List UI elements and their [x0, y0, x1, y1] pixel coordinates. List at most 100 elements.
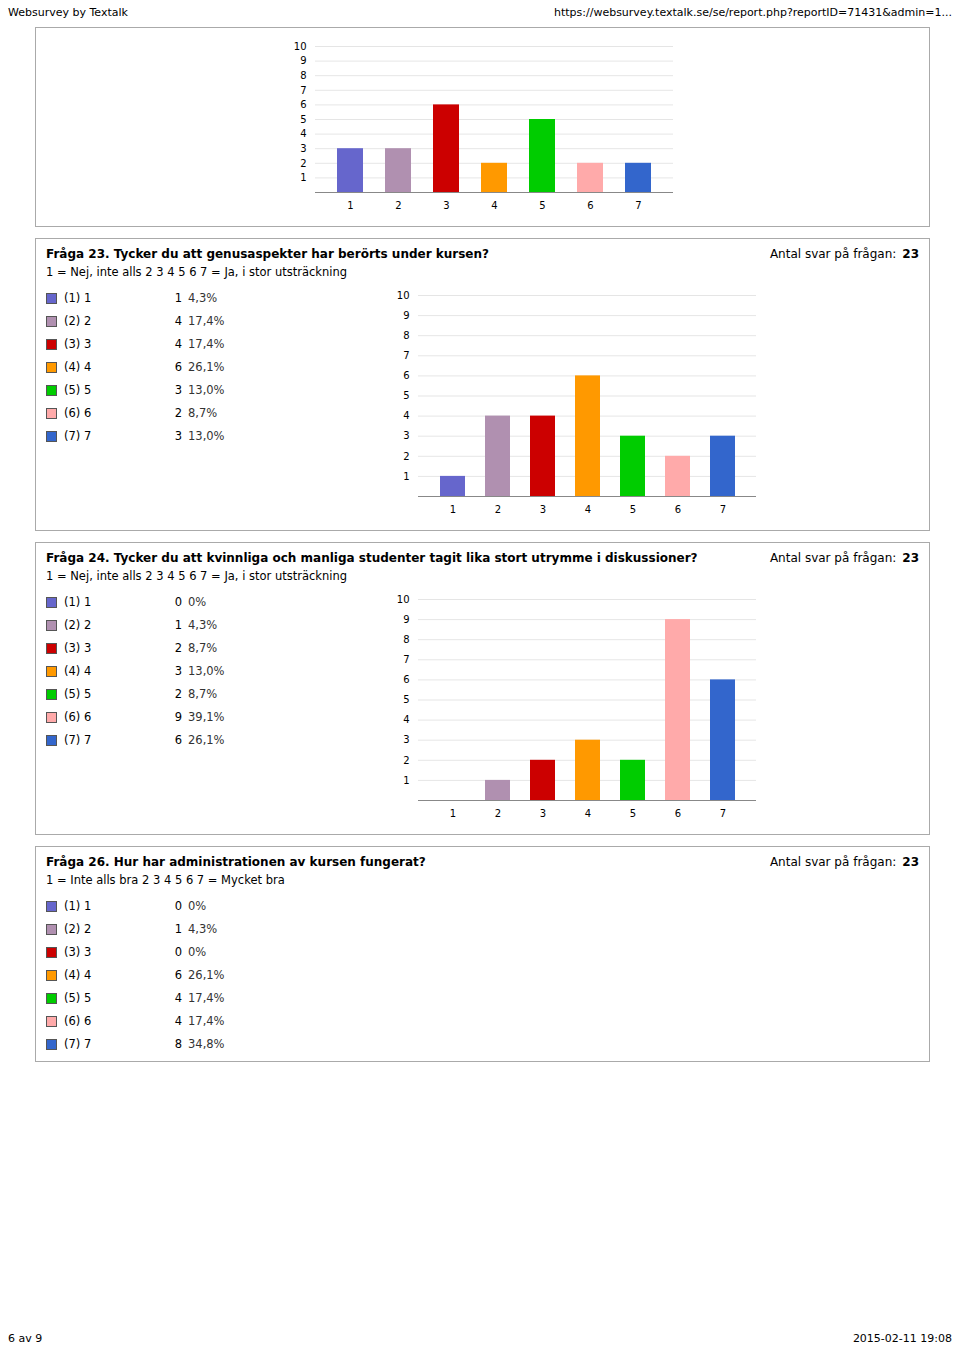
html-text:(1) 1: (1) 1 [64, 595, 92, 609]
html-text:26,1%: 26,1% [188, 968, 225, 982]
svg-text:1: 1 [300, 172, 306, 183]
html-text:(6) 6: (6) 6 [64, 406, 92, 420]
svg-text:2: 2 [403, 755, 409, 766]
html-text:(1) 1: (1) 1 [64, 899, 92, 913]
html-text:Antal svar på frågan:: Antal svar på frågan: [769, 247, 897, 261]
svg-text:1: 1 [450, 808, 456, 819]
html-text:Fråga 24. Tycker du att kvinnl: Fråga 24. Tycker du att kvinnliga och ma… [46, 551, 698, 565]
svg-text:6: 6 [403, 370, 409, 381]
svg-text:6: 6 [675, 504, 681, 515]
svg-text:10: 10 [397, 594, 410, 605]
html-text:17,4%: 17,4% [188, 314, 225, 328]
svg-text:7: 7 [635, 200, 641, 211]
svg-text:2: 2 [495, 504, 501, 515]
html-text:(1) 1: (1) 1 [64, 291, 92, 305]
html-text:(5) 5: (5) 5 [64, 991, 92, 1005]
svg-text:4: 4 [403, 410, 409, 421]
svg-text:1: 1 [450, 504, 456, 515]
html-text:(3) 3: (3) 3 [64, 641, 92, 655]
html-text:(7) 7: (7) 7 [64, 429, 92, 443]
html-text:39,1%: 39,1% [188, 710, 225, 724]
svg-text:3: 3 [443, 200, 449, 211]
html-text:23: 23 [902, 855, 919, 869]
html-text:8,7%: 8,7% [188, 406, 218, 420]
svg-text:6: 6 [675, 808, 681, 819]
html-text:0%: 0% [188, 945, 207, 959]
svg-text:7: 7 [403, 350, 409, 361]
svg-text:2: 2 [395, 200, 401, 211]
html-text:(5) 5: (5) 5 [64, 687, 92, 701]
html-text:4,3%: 4,3% [188, 922, 218, 936]
svg-text:4: 4 [585, 808, 591, 819]
html-text:(4) 4: (4) 4 [64, 360, 92, 374]
html-text:(4) 4: (4) 4 [64, 968, 92, 982]
svg-text:1: 1 [403, 471, 409, 482]
html-text:Antal svar på frågan:: Antal svar på frågan: [769, 551, 897, 565]
svg-text:4: 4 [300, 128, 306, 139]
html-text:17,4%: 17,4% [188, 337, 225, 351]
svg-text:8: 8 [300, 70, 306, 81]
svg-text:7: 7 [720, 808, 726, 819]
html-text:1 = Nej, inte alls 2 3 4 5 6 7: 1 = Nej, inte alls 2 3 4 5 6 7 = Ja, i s… [46, 265, 347, 279]
html-text:(7) 7: (7) 7 [64, 733, 92, 747]
html-text:1 = Inte alls bra 2 3 4 5 6 7: 1 = Inte alls bra 2 3 4 5 6 7 = Mycket b… [46, 873, 285, 887]
svg-text:4: 4 [403, 714, 409, 725]
html-text:1 = Nej, inte alls 2 3 4 5 6 7: 1 = Nej, inte alls 2 3 4 5 6 7 = Ja, i s… [46, 569, 347, 583]
svg-text:1: 1 [403, 775, 409, 786]
svg-text:6: 6 [403, 674, 409, 685]
html-text:13,0%: 13,0% [188, 383, 225, 397]
svg-text:7: 7 [300, 85, 306, 96]
svg-text:6: 6 [587, 200, 593, 211]
svg-text:9: 9 [403, 310, 409, 321]
html-text:8,7%: 8,7% [188, 641, 218, 655]
svg-text:6: 6 [300, 99, 306, 110]
svg-text:5: 5 [630, 808, 636, 819]
svg-text:8: 8 [403, 634, 409, 645]
svg-text:2: 2 [495, 808, 501, 819]
svg-text:3: 3 [300, 143, 306, 154]
svg-text:10: 10 [293, 41, 306, 52]
svg-text:5: 5 [539, 200, 545, 211]
svg-text:9: 9 [300, 55, 306, 66]
svg-text:3: 3 [403, 430, 409, 441]
svg-text:2: 2 [300, 158, 306, 169]
html-text:13,0%: 13,0% [188, 664, 225, 678]
svg-text:4: 4 [491, 200, 497, 211]
html-text:(3) 3: (3) 3 [64, 337, 92, 351]
html-text:(4) 4: (4) 4 [64, 664, 92, 678]
html-text:4,3%: 4,3% [188, 291, 218, 305]
html-text:23: 23 [902, 247, 919, 261]
html-text:4,3%: 4,3% [188, 618, 218, 632]
svg-text:7: 7 [720, 504, 726, 515]
svg-text:3: 3 [403, 734, 409, 745]
html-text:(5) 5: (5) 5 [64, 383, 92, 397]
html-text:(2) 2: (2) 2 [64, 618, 92, 632]
html-text:(2) 2: (2) 2 [64, 922, 92, 936]
svg-text:5: 5 [300, 114, 306, 125]
html-text:13,0%: 13,0% [188, 429, 225, 443]
html-text:8,7%: 8,7% [188, 687, 218, 701]
html-text:26,1%: 26,1% [188, 360, 225, 374]
svg-text:10: 10 [397, 290, 410, 301]
html-text:(2) 2: (2) 2 [64, 314, 92, 328]
svg-text:2: 2 [403, 451, 409, 462]
html-text:Antal svar på frågan:: Antal svar på frågan: [769, 855, 897, 869]
html-text:Fråga 26. Hur har administrati: Fråga 26. Hur har administrationen av ku… [46, 855, 426, 869]
html-text:(3) 3: (3) 3 [64, 945, 92, 959]
svg-text:7: 7 [403, 654, 409, 665]
svg-text:5: 5 [630, 504, 636, 515]
svg-text:1: 1 [347, 200, 353, 211]
html-text:0%: 0% [188, 899, 207, 913]
svg-text:5: 5 [403, 390, 409, 401]
svg-text:3: 3 [540, 808, 546, 819]
svg-text:8: 8 [403, 330, 409, 341]
html-text:Fråga 23. Tycker du att genusa: Fråga 23. Tycker du att genusaspekter ha… [46, 247, 489, 261]
html-text:0%: 0% [188, 595, 207, 609]
svg-text:3: 3 [540, 504, 546, 515]
svg-text:5: 5 [403, 694, 409, 705]
svg-text:9: 9 [403, 614, 409, 625]
html-text:26,1%: 26,1% [188, 733, 225, 747]
html-text:(6) 6: (6) 6 [64, 710, 92, 724]
svg-text:4: 4 [585, 504, 591, 515]
html-text:23: 23 [902, 551, 919, 565]
